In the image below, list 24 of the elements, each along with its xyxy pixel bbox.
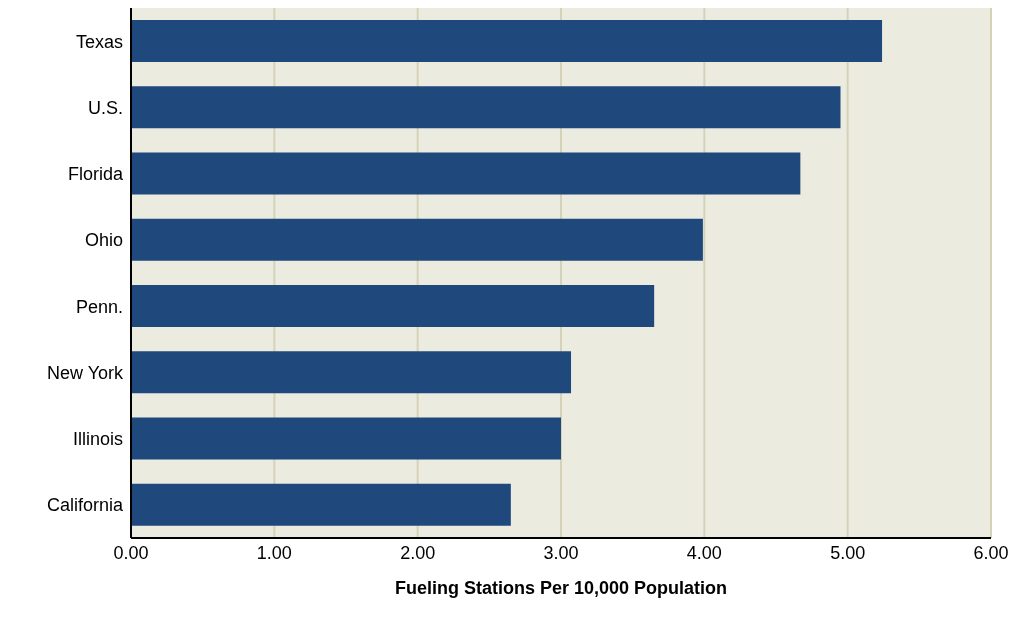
bar xyxy=(131,86,841,129)
bar xyxy=(131,351,572,394)
bar xyxy=(131,483,511,526)
y-tick-label: Penn. xyxy=(75,296,123,317)
x-tick-label: 6.00 xyxy=(973,542,1009,563)
x-tick-label: 0.00 xyxy=(113,542,149,563)
bar xyxy=(131,284,655,327)
x-axis-title: Fueling Stations Per 10,000 Population xyxy=(394,578,728,598)
y-tick-label: Illinois xyxy=(72,429,123,450)
bar xyxy=(131,417,561,460)
x-tick-label: 3.00 xyxy=(543,542,579,563)
x-tick-label: 2.00 xyxy=(400,542,436,563)
bar xyxy=(131,19,883,62)
x-tick-label: 4.00 xyxy=(686,542,722,563)
y-tick-label: New York xyxy=(46,362,124,383)
y-tick-label: U.S. xyxy=(87,97,123,118)
x-tick-label: 5.00 xyxy=(830,542,866,563)
y-tick-label: Texas xyxy=(75,31,123,52)
y-tick-label: California xyxy=(46,495,124,516)
y-tick-label: Florida xyxy=(67,164,124,185)
y-tick-label: Ohio xyxy=(84,230,123,251)
bar xyxy=(131,152,801,195)
x-tick-label: 1.00 xyxy=(256,542,292,563)
bar xyxy=(131,218,703,261)
